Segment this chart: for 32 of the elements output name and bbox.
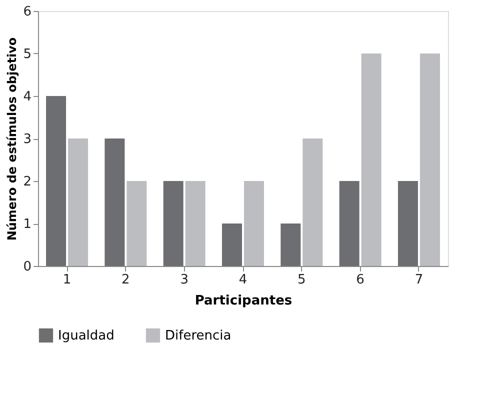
bar bbox=[280, 224, 301, 266]
bar bbox=[244, 181, 264, 266]
bar bbox=[361, 54, 382, 266]
y-tick-label: 1 bbox=[23, 217, 32, 232]
y-tick-label: 0 bbox=[23, 260, 32, 274]
x-tick-label: 5 bbox=[298, 272, 306, 288]
bar bbox=[46, 96, 66, 266]
bar bbox=[339, 181, 360, 266]
x-axis-title: Participantes bbox=[194, 294, 292, 308]
y-tick-label: 6 bbox=[23, 4, 32, 20]
bar bbox=[68, 138, 88, 266]
bar bbox=[163, 181, 184, 266]
x-tick-label: 4 bbox=[238, 272, 248, 288]
x-tick-label: 3 bbox=[180, 272, 188, 288]
bar bbox=[398, 181, 418, 266]
y-axis-title: Número de estímulos objetivo bbox=[5, 37, 20, 241]
y-tick-label: 3 bbox=[23, 132, 32, 147]
bar bbox=[420, 54, 440, 266]
legend-label: Diferencia bbox=[165, 328, 232, 344]
bar bbox=[104, 138, 125, 266]
y-tick-label: 2 bbox=[23, 174, 32, 190]
y-tick-label: 5 bbox=[23, 47, 32, 62]
legend-label: Igualdad bbox=[58, 328, 114, 344]
bar bbox=[222, 224, 242, 266]
bar bbox=[185, 181, 206, 266]
x-tick-label: 1 bbox=[62, 272, 72, 288]
x-tick-label: 7 bbox=[414, 272, 424, 288]
bar bbox=[302, 138, 323, 266]
y-tick-label: 4 bbox=[23, 90, 32, 104]
x-tick-label: 2 bbox=[122, 272, 130, 288]
x-tick-label: 6 bbox=[356, 272, 364, 288]
bar bbox=[126, 181, 147, 266]
